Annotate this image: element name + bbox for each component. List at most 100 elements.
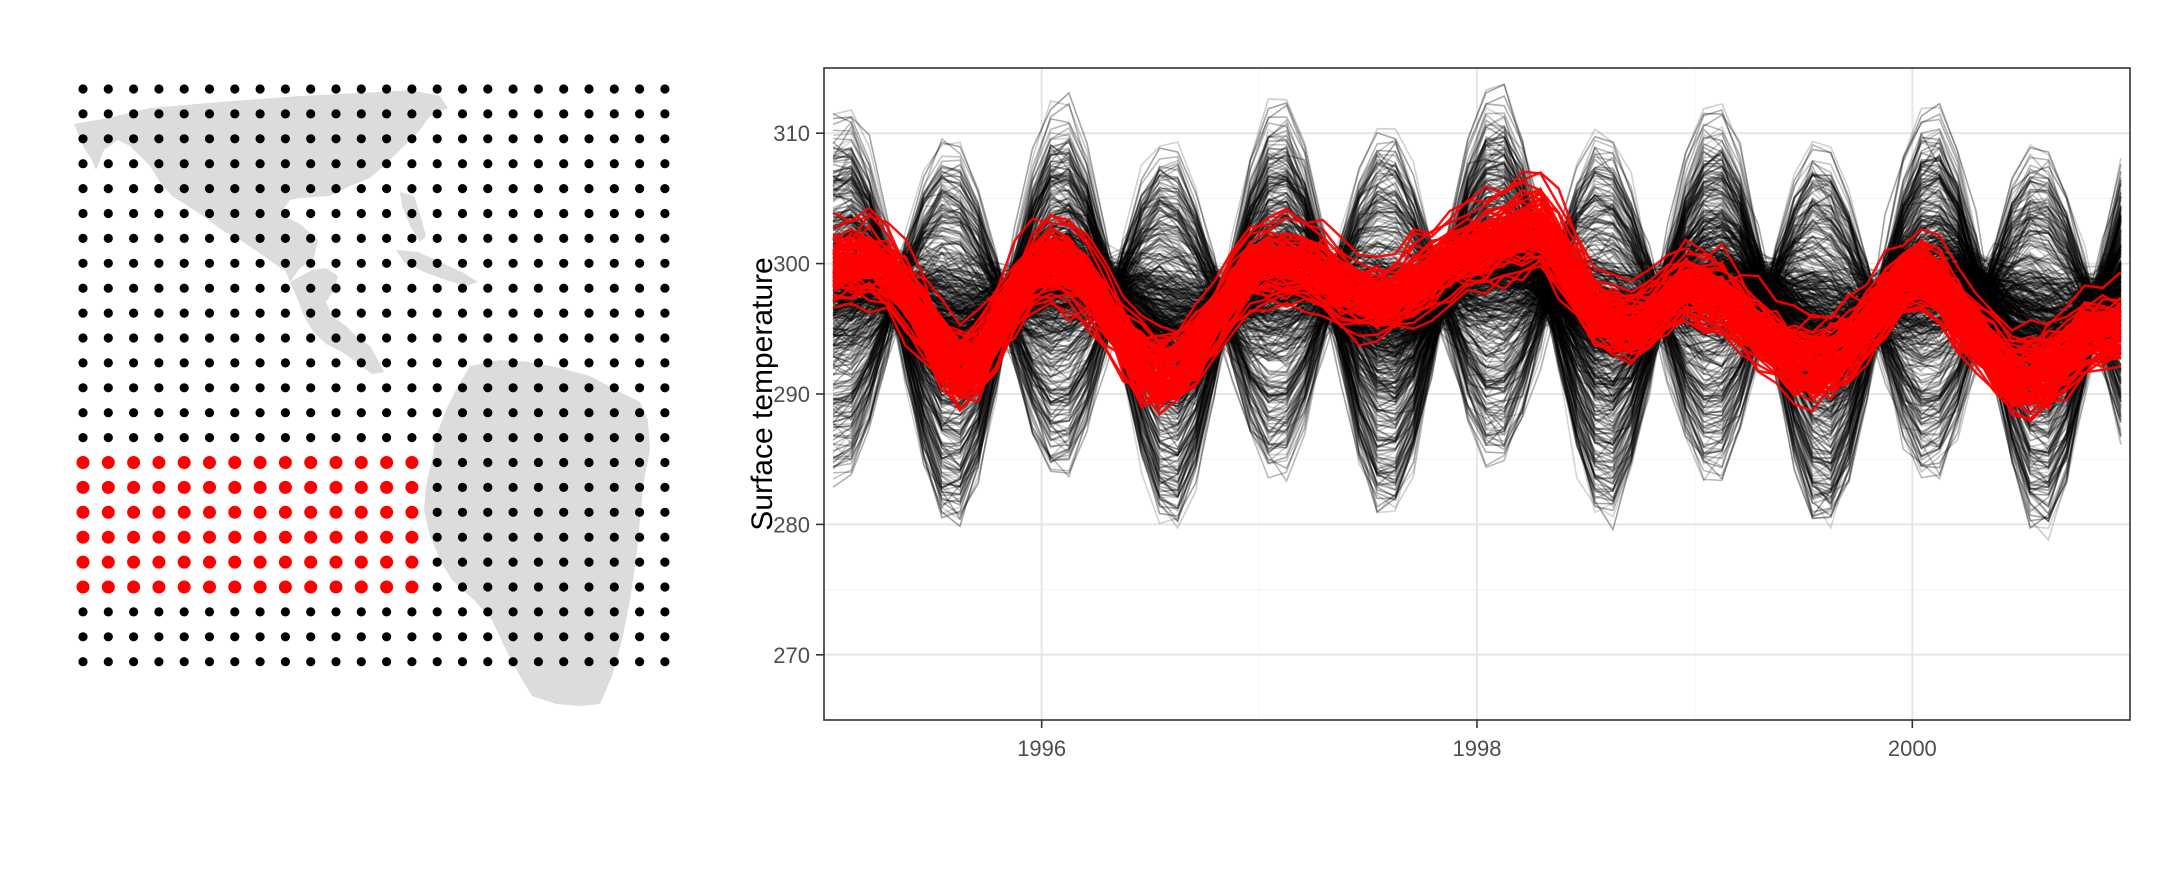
location-dot bbox=[559, 532, 569, 542]
all-locations-line bbox=[832, 295, 2121, 352]
all-locations-line bbox=[832, 185, 2122, 473]
location-dot bbox=[407, 333, 417, 343]
location-dot bbox=[584, 134, 594, 144]
location-dot bbox=[533, 208, 544, 219]
location-dot bbox=[483, 358, 493, 368]
all-locations-line bbox=[832, 278, 2122, 334]
selected-location-dot bbox=[304, 555, 318, 569]
all-locations-line bbox=[832, 219, 2122, 392]
selected-locations-line bbox=[832, 206, 2122, 359]
location-dot bbox=[407, 84, 417, 94]
location-dot bbox=[635, 408, 645, 418]
location-dot bbox=[432, 408, 442, 418]
location-dot bbox=[129, 84, 139, 94]
all-locations-line bbox=[833, 153, 2122, 479]
all-locations-line bbox=[832, 170, 2122, 438]
all-locations-line bbox=[832, 282, 2122, 373]
location-dot bbox=[457, 208, 468, 219]
location-dots bbox=[76, 84, 670, 667]
location-dot bbox=[559, 283, 569, 293]
selected-location-dot bbox=[278, 505, 292, 519]
location-dot bbox=[483, 258, 493, 268]
location-dot bbox=[204, 632, 215, 642]
all-locations-line bbox=[832, 216, 2122, 397]
location-dot bbox=[432, 308, 442, 318]
all-locations-line bbox=[832, 195, 2122, 465]
location-dot bbox=[584, 184, 594, 194]
location-dot bbox=[407, 258, 417, 268]
location-dot bbox=[78, 208, 88, 219]
selected-location-dot bbox=[127, 555, 141, 569]
location-dot bbox=[204, 184, 215, 194]
location-dot bbox=[280, 134, 290, 144]
location-dot bbox=[204, 208, 215, 219]
all-locations-line bbox=[832, 213, 2122, 392]
location-dot bbox=[306, 159, 316, 169]
location-dot bbox=[154, 408, 164, 418]
location-dot bbox=[457, 632, 468, 642]
central-america-landmass bbox=[290, 268, 384, 374]
location-dot bbox=[584, 408, 594, 418]
location-dot bbox=[609, 657, 619, 667]
all-locations-line bbox=[832, 144, 2122, 491]
selected-location-dot bbox=[329, 580, 343, 594]
location-dot bbox=[508, 582, 518, 592]
location-dot bbox=[78, 109, 88, 119]
location-dot bbox=[533, 134, 544, 144]
location-dot bbox=[660, 457, 670, 468]
selected-location-dot bbox=[177, 555, 191, 569]
all-locations-line bbox=[832, 286, 2122, 349]
location-dot bbox=[533, 657, 544, 667]
location-dot bbox=[179, 433, 189, 443]
location-dot bbox=[179, 632, 189, 642]
all-locations-line bbox=[833, 302, 2122, 357]
location-dot bbox=[154, 308, 164, 318]
location-dot bbox=[457, 109, 468, 119]
all-locations-line bbox=[832, 246, 2122, 337]
location-dot bbox=[508, 184, 518, 194]
all-locations-line bbox=[832, 154, 2122, 424]
selected-location-dot bbox=[405, 480, 419, 494]
all-locations-line bbox=[833, 193, 2122, 434]
location-dot bbox=[584, 109, 594, 119]
location-dot bbox=[533, 408, 544, 418]
location-dot bbox=[356, 184, 366, 194]
location-dot bbox=[609, 134, 619, 144]
all-locations-line bbox=[832, 285, 2122, 365]
location-dot bbox=[204, 233, 215, 243]
all-locations-line bbox=[832, 188, 2122, 393]
location-dot bbox=[331, 657, 341, 667]
location-dot bbox=[584, 433, 594, 443]
all-locations-line bbox=[832, 113, 2122, 477]
all-locations-line bbox=[832, 261, 2122, 345]
all-locations-line bbox=[832, 287, 2122, 351]
location-dot bbox=[432, 557, 442, 567]
location-dot bbox=[280, 109, 290, 119]
location-dot bbox=[382, 134, 392, 144]
surface-temperature-chart: 270 280 290 300 310 1996 1998 2000 Surface tem… bbox=[746, 67, 2131, 761]
all-locations-line bbox=[832, 125, 2122, 499]
location-dot bbox=[179, 134, 189, 144]
location-dot bbox=[508, 333, 518, 343]
all-locations-line bbox=[832, 287, 2121, 343]
location-dot bbox=[103, 333, 113, 343]
location-dot bbox=[204, 134, 215, 144]
location-dot bbox=[331, 283, 341, 293]
location-dot bbox=[635, 283, 645, 293]
location-dot bbox=[533, 582, 544, 592]
location-dot bbox=[230, 184, 240, 194]
location-dot bbox=[635, 557, 645, 567]
location-dot bbox=[609, 283, 619, 293]
selected-locations-series bbox=[832, 170, 2122, 423]
location-dot bbox=[559, 258, 569, 268]
location-dot bbox=[533, 233, 544, 243]
location-dot bbox=[660, 657, 670, 667]
all-locations-line bbox=[833, 230, 2122, 375]
all-locations-line bbox=[832, 268, 2122, 339]
location-dot bbox=[508, 607, 518, 617]
location-dot bbox=[635, 607, 645, 617]
location-dot bbox=[457, 233, 468, 243]
location-dot bbox=[407, 607, 417, 617]
location-dot bbox=[129, 208, 139, 219]
location-dot bbox=[559, 408, 569, 418]
